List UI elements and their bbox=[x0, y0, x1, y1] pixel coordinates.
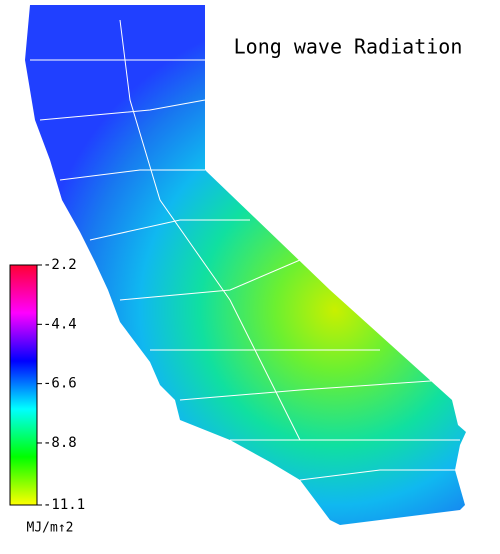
county-lines bbox=[30, 19, 460, 481]
california bbox=[25, 5, 466, 525]
map-title: Long wave Radiation bbox=[234, 35, 463, 59]
colorbar-tick-label: -8.8 bbox=[43, 435, 77, 451]
colorbar-tick-label: -6.6 bbox=[43, 376, 77, 392]
colorbar-tick-label: -2.2 bbox=[43, 257, 77, 273]
colorbar: -2.2 -4.4 -6.6 -8.8 -11.1 MJ/m↑2 bbox=[9, 257, 85, 536]
colorbar-tick-label: -4.4 bbox=[43, 316, 77, 332]
colorbar-fill bbox=[9, 264, 38, 506]
colorbar-tick-label: -11.1 bbox=[43, 497, 85, 513]
colorbar-unit: MJ/m↑2 bbox=[27, 521, 74, 536]
